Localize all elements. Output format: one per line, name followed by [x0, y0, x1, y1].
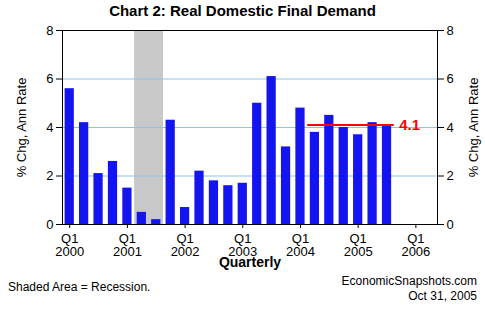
- svg-text:% Chg, Ann Rate: % Chg, Ann Rate: [466, 78, 481, 178]
- svg-text:0: 0: [46, 217, 53, 232]
- svg-text:Q12001: Q12001: [113, 231, 142, 259]
- svg-text:6: 6: [447, 71, 454, 86]
- svg-text:Q12002: Q12002: [171, 231, 200, 259]
- svg-text:Q12006: Q12006: [401, 231, 430, 259]
- svg-text:0: 0: [447, 217, 454, 232]
- svg-text:% Chg, Ann Rate: % Chg, Ann Rate: [14, 78, 29, 178]
- svg-text:Q12000: Q12000: [55, 231, 84, 259]
- svg-text:Q12005: Q12005: [344, 231, 373, 259]
- svg-text:4.1: 4.1: [399, 116, 420, 133]
- svg-text:8: 8: [447, 23, 454, 38]
- svg-text:4: 4: [447, 120, 454, 135]
- svg-text:Quarterly: Quarterly: [219, 254, 281, 270]
- svg-text:2: 2: [46, 168, 53, 183]
- svg-text:Q12004: Q12004: [286, 231, 315, 259]
- svg-text:6: 6: [46, 71, 53, 86]
- svg-text:4: 4: [46, 120, 53, 135]
- svg-text:2: 2: [447, 168, 454, 183]
- svg-text:8: 8: [46, 23, 53, 38]
